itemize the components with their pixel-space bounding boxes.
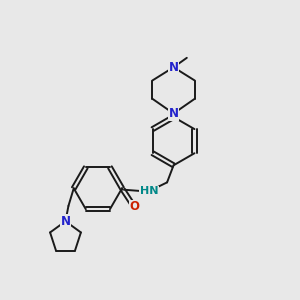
Text: HN: HN [140, 186, 158, 196]
Text: N: N [169, 107, 178, 120]
Text: N: N [169, 61, 178, 74]
Text: N: N [61, 215, 70, 228]
Text: O: O [129, 200, 139, 213]
